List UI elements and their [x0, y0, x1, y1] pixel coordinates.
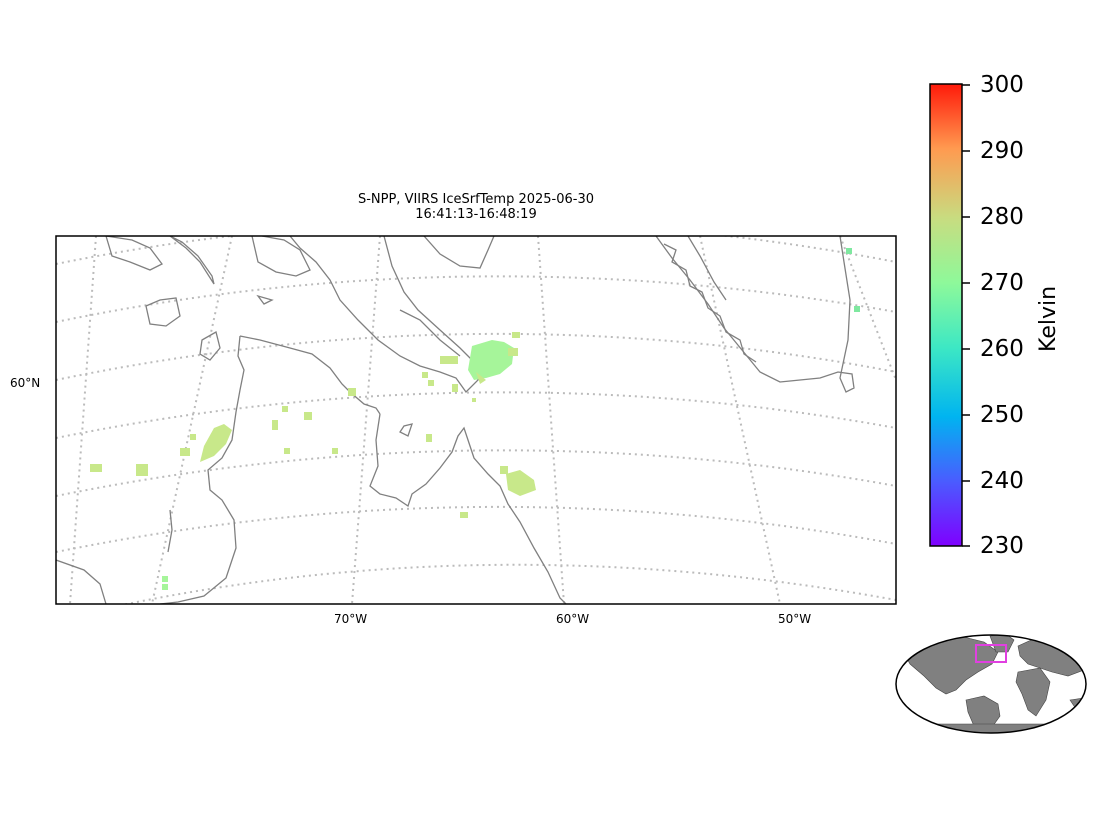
colorbar-tick-240: 240 — [980, 468, 1024, 494]
colorbar-tick-290: 290 — [980, 138, 1024, 164]
inset-globe-outline — [895, 634, 1087, 734]
map-title-line1: S-NPP, VIIRS IceSrfTemp 2025-06-30 — [357, 192, 595, 207]
map-background — [56, 236, 896, 604]
lon-label-70w: 70°W — [334, 612, 368, 626]
map-title-line2: 16:41:13-16:48:19 — [415, 207, 537, 222]
colorbar-tick-260: 260 — [980, 336, 1024, 362]
coastlines — [56, 236, 855, 604]
colorbar-ticks — [962, 84, 970, 547]
lon-label-60w: 60°W — [556, 612, 590, 626]
colorbar-tick-250: 250 — [980, 402, 1024, 428]
longitude-gridlines — [69, 236, 896, 604]
lat-label-60n: 60°N — [10, 376, 41, 390]
map-border — [55, 235, 897, 605]
latitude-gridlines — [56, 236, 896, 604]
colorbar-tick-270: 270 — [980, 270, 1024, 296]
map-title: S-NPP, VIIRS IceSrfTemp 2025-06-30 16:41… — [56, 192, 896, 222]
colorbar-tick-300: 300 — [980, 72, 1024, 98]
lon-label-50w: 50°W — [778, 612, 812, 626]
colorbar-label: Kelvin — [1036, 285, 1061, 352]
colorbar — [929, 83, 963, 547]
colorbar-tick-280: 280 — [980, 204, 1024, 230]
colorbar-tick-230: 230 — [980, 533, 1024, 559]
inset-region-box — [975, 644, 1007, 663]
ice-temperature-pixels — [90, 248, 860, 590]
